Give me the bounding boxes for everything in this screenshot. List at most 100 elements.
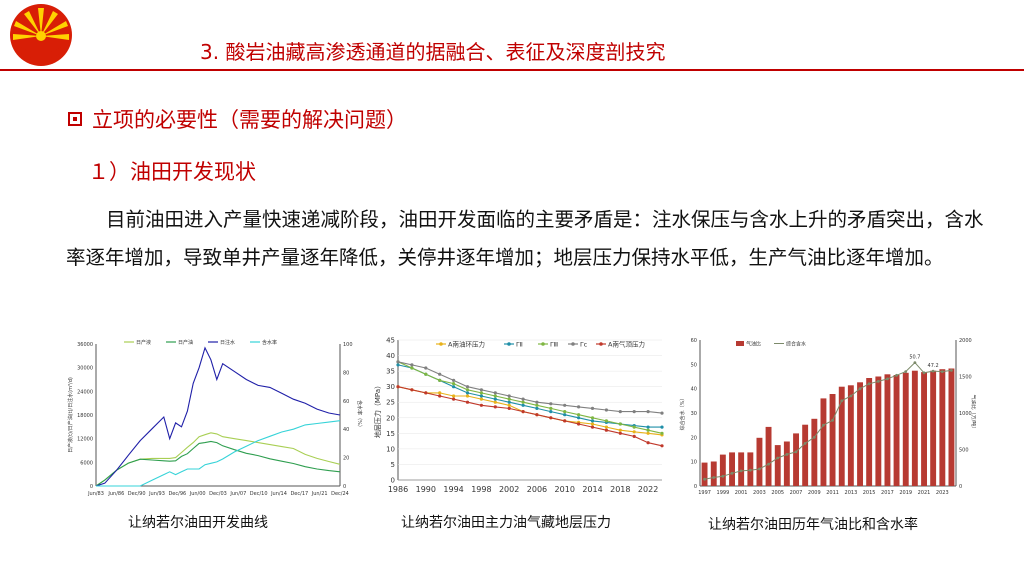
x-tick-label: 1986 bbox=[388, 485, 408, 494]
legend-label: ΓⅢ bbox=[550, 341, 558, 349]
series-line-3 bbox=[95, 346, 341, 487]
series-point-3 bbox=[493, 394, 497, 398]
y-tick-label-left: 0 bbox=[694, 484, 697, 490]
series-point-5 bbox=[452, 397, 456, 401]
y-tick-label-left: 36000 bbox=[77, 342, 93, 348]
watercut-point bbox=[794, 450, 798, 454]
series-point-3 bbox=[424, 372, 428, 376]
watercut-point bbox=[940, 370, 944, 373]
series-point-2 bbox=[549, 410, 553, 414]
y-axis-label-left: 综合含水（%） bbox=[679, 396, 686, 431]
gor-bar bbox=[756, 437, 763, 486]
y-tick-label-left: 6000 bbox=[80, 460, 93, 466]
series-point-4 bbox=[438, 372, 442, 376]
series-point-4 bbox=[410, 363, 414, 367]
legend-label: 含水率 bbox=[262, 339, 277, 346]
series-point-1 bbox=[452, 394, 456, 398]
series-point-5 bbox=[577, 422, 581, 426]
series-point-3 bbox=[465, 388, 470, 392]
legend-label: 日产油 bbox=[178, 339, 193, 346]
y-tick-label-right: 0 bbox=[343, 484, 346, 490]
legend-label: ΓⅡ bbox=[516, 341, 523, 349]
header-divider bbox=[0, 69, 1024, 71]
gor-bar bbox=[701, 462, 708, 486]
x-tick-label: 2006 bbox=[527, 485, 547, 494]
x-tick-label: 2022 bbox=[638, 485, 658, 494]
x-tick-label: Dec/90 bbox=[128, 491, 146, 497]
series-point-5 bbox=[535, 413, 539, 417]
watercut-point bbox=[931, 369, 935, 373]
x-tick-label: 2017 bbox=[881, 490, 894, 496]
y-tick-label: 35 bbox=[386, 368, 395, 376]
gor-bar bbox=[765, 426, 772, 486]
series-point-3 bbox=[646, 428, 650, 432]
gor-bar bbox=[948, 368, 955, 486]
y-tick-label-right: 1000 bbox=[959, 411, 972, 417]
x-tick-label: 2013 bbox=[845, 490, 858, 496]
x-tick-label: Jun/00 bbox=[189, 491, 206, 497]
y-tick-label-left: 20 bbox=[691, 435, 697, 441]
y-tick-label: 0 bbox=[391, 477, 395, 485]
watercut-point bbox=[922, 371, 926, 375]
series-point-2 bbox=[521, 403, 525, 407]
series-point-4 bbox=[493, 391, 497, 395]
series-point-3 bbox=[507, 397, 511, 401]
series-point-4 bbox=[396, 360, 400, 364]
series-point-4 bbox=[618, 410, 622, 414]
series-point-3 bbox=[549, 406, 553, 410]
y-tick-label-right: 2000 bbox=[959, 338, 972, 344]
series-line-1 bbox=[95, 432, 341, 487]
y-tick-label-left: 30000 bbox=[77, 366, 93, 372]
series-point-5 bbox=[660, 444, 664, 448]
peak-annotation: 50.7 bbox=[909, 355, 920, 361]
series-point-5 bbox=[590, 425, 595, 429]
series-point-4 bbox=[521, 397, 525, 401]
y-axis-label-left: 日产液(t)/日产油(t)/日注水(m³/d) bbox=[67, 377, 74, 453]
watercut-point bbox=[840, 399, 844, 403]
gor-bar bbox=[875, 376, 882, 486]
company-logo bbox=[8, 2, 74, 68]
development-curve-chart: 0 6000 12000 18000 24000 30000 36000 0 20 40 60 80 1… bbox=[67, 339, 363, 497]
x-tick-label: Dec/17 bbox=[290, 491, 308, 497]
series-point-1 bbox=[632, 430, 636, 434]
gor-bar bbox=[893, 375, 900, 486]
x-tick-label: 2018 bbox=[610, 485, 630, 494]
series-point-3 bbox=[563, 410, 567, 414]
y-tick-label: 5 bbox=[391, 461, 395, 469]
y-tick-label-right: 80 bbox=[343, 370, 349, 376]
x-tick-label: 2023 bbox=[936, 490, 949, 496]
legend-marker bbox=[439, 342, 443, 346]
y-tick-label-left: 50 bbox=[691, 362, 697, 368]
series-point-1 bbox=[465, 394, 470, 398]
series-point-2 bbox=[646, 425, 650, 429]
x-tick-label: 2009 bbox=[808, 490, 821, 496]
series-point-4 bbox=[452, 378, 456, 382]
y-tick-label-right: 20 bbox=[343, 456, 349, 462]
y-tick-label: 45 bbox=[386, 337, 395, 345]
gor-bar bbox=[774, 445, 781, 486]
series-point-4 bbox=[507, 394, 511, 398]
series-point-1 bbox=[493, 400, 497, 404]
y-tick-label-right: 1500 bbox=[959, 375, 972, 381]
series-point-5 bbox=[479, 403, 483, 407]
legend-label: A南油环压力 bbox=[448, 340, 485, 349]
series-point-3 bbox=[590, 416, 595, 420]
watercut-point bbox=[812, 435, 816, 439]
y-tick-label-left: 10 bbox=[691, 460, 697, 466]
series-line-3 bbox=[397, 361, 663, 434]
x-tick-label: Dec/03 bbox=[209, 491, 227, 497]
series-point-5 bbox=[604, 428, 608, 432]
gor-bar bbox=[866, 378, 873, 486]
y-tick-label-right: 40 bbox=[343, 427, 349, 433]
peak-annotation: 47.2 bbox=[928, 363, 939, 369]
series-point-1 bbox=[604, 425, 608, 429]
watercut-point bbox=[748, 468, 752, 472]
checkbox-square-icon bbox=[68, 112, 82, 126]
series-point-2 bbox=[507, 400, 511, 404]
series-point-2 bbox=[563, 413, 567, 417]
y-tick-label: 15 bbox=[386, 430, 395, 438]
watercut-point bbox=[776, 456, 780, 460]
x-tick-label: Dec/10 bbox=[250, 491, 268, 497]
watercut-point bbox=[913, 361, 917, 364]
series-point-1 bbox=[438, 391, 442, 395]
